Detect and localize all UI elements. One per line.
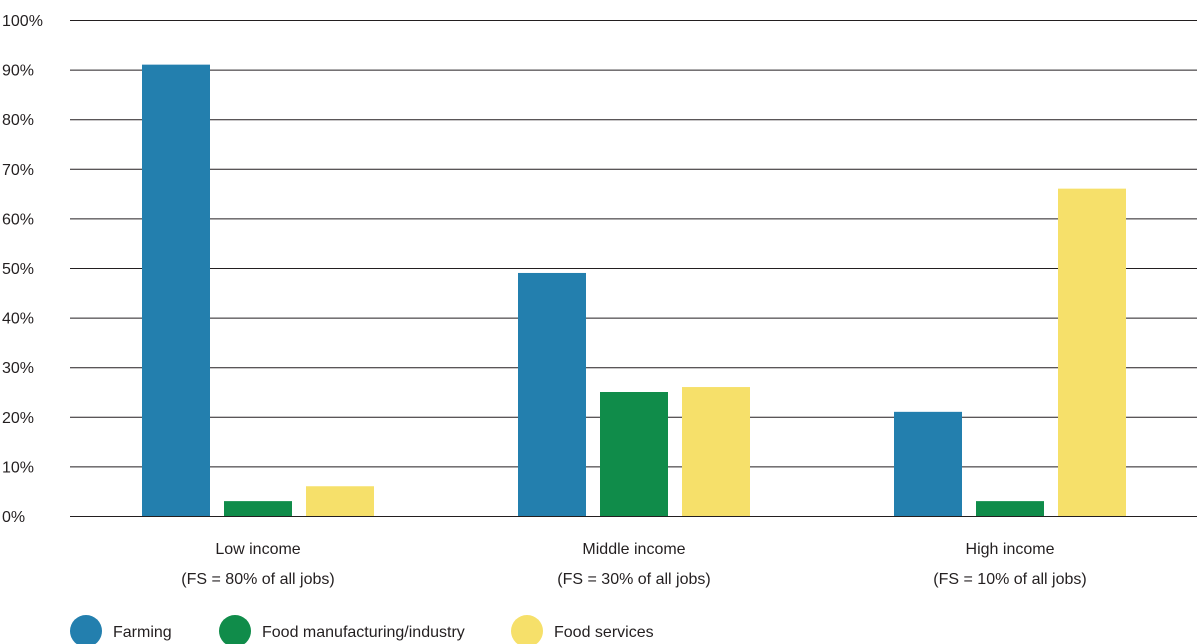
legend-label: Food manufacturing/industry (262, 624, 465, 641)
bars (142, 64, 1126, 516)
bar-farming (142, 64, 210, 516)
y-tick-label: 30% (2, 360, 34, 377)
legend-swatch (70, 615, 102, 644)
y-tick-label: 70% (2, 162, 34, 179)
gridlines (70, 20, 1197, 517)
y-tick-label: 50% (2, 261, 34, 278)
category-sublabel: (FS = 10% of all jobs) (933, 571, 1086, 588)
y-tick-label: 10% (2, 459, 34, 476)
bar-food-services (1058, 188, 1126, 516)
category-sublabel: (FS = 80% of all jobs) (181, 571, 334, 588)
y-tick-label: 90% (2, 63, 34, 80)
legend: Farming Food manufacturing/industry Food s… (70, 615, 654, 644)
bar-farming (894, 411, 962, 516)
y-tick-label: 60% (2, 211, 34, 228)
y-tick-label: 40% (2, 311, 34, 328)
y-tick-label: 80% (2, 112, 34, 129)
bar-food-manufacturing-industry (600, 392, 668, 516)
legend-label: Food services (554, 624, 654, 641)
y-tick-label: 100% (2, 13, 43, 30)
legend-swatch (219, 615, 251, 644)
legend-label: Farming (113, 624, 172, 641)
bar-food-services (306, 486, 374, 516)
category-label: Middle income (582, 541, 685, 558)
category-label: High income (966, 541, 1055, 558)
bar-food-manufacturing-industry (976, 501, 1044, 516)
category-sublabel: (FS = 30% of all jobs) (557, 571, 710, 588)
legend-swatch (511, 615, 543, 644)
category-label: Low income (215, 541, 300, 558)
bar-food-services (682, 387, 750, 516)
bar-food-manufacturing-industry (224, 501, 292, 516)
bar-farming (518, 272, 586, 516)
y-axis-tick-labels: 0% 10% 20% 30% 40% 50% 60% 70% 80% 90% 100% (2, 13, 43, 526)
y-tick-label: 0% (2, 509, 25, 526)
x-axis-category-labels: Low income (FS = 80% of all jobs) Middle i… (181, 541, 1086, 588)
y-tick-label: 20% (2, 410, 34, 427)
